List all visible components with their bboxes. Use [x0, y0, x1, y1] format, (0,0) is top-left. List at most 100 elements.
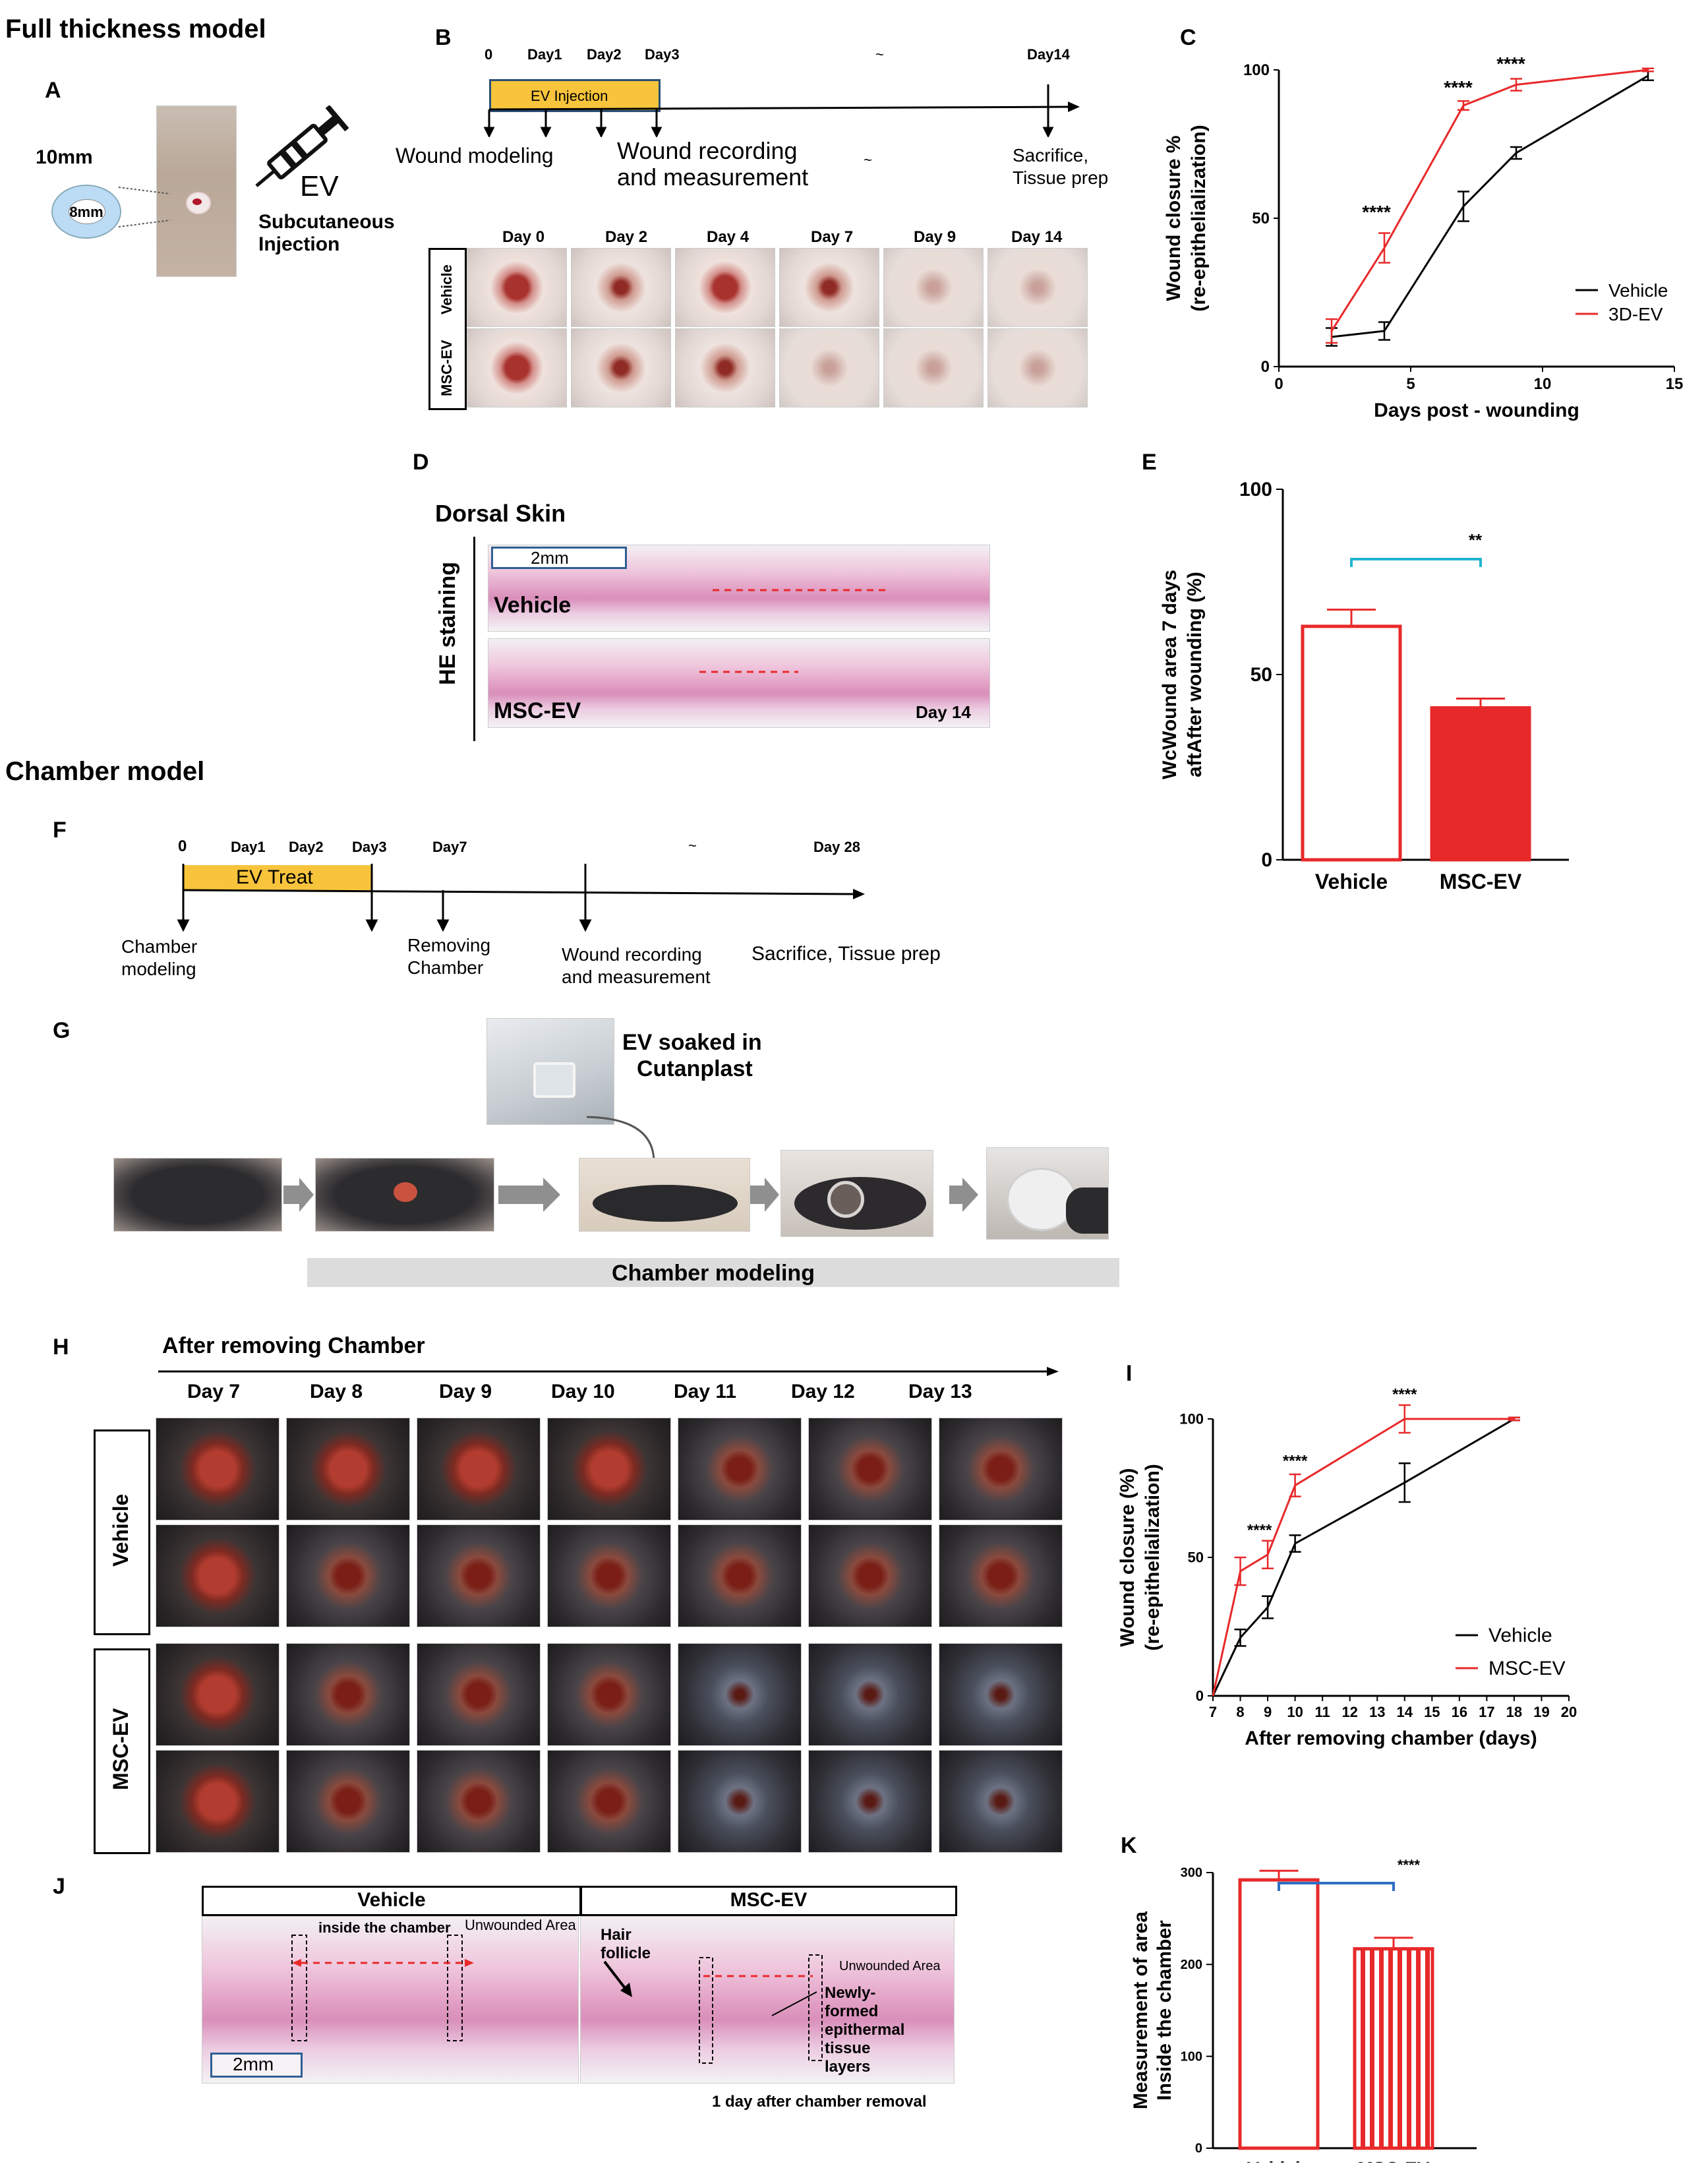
h-header: After removing Chamber — [162, 1333, 425, 1358]
C-x-tick-label: 0 — [1274, 375, 1283, 393]
ev-treat-bar: EV Treat — [183, 865, 372, 890]
syringe-icon — [255, 105, 349, 187]
I-x-tick-label: 20 — [1561, 1704, 1577, 1720]
C-y-tick-label: 100 — [1243, 61, 1270, 79]
I-y-label-2: (re-epithelialization) — [1142, 1464, 1163, 1650]
h-photo — [156, 1643, 280, 1746]
b-day-3: Day3 — [645, 46, 680, 63]
injection-line2: Injection — [258, 233, 340, 255]
I-x-tick-label: 12 — [1341, 1704, 1357, 1720]
d-row-msc: MSC-EV — [494, 698, 581, 723]
f-tilde: ~ — [688, 837, 697, 854]
h-photo — [547, 1524, 671, 1627]
I-x-tick-label: 7 — [1209, 1704, 1217, 1720]
I-x-label: After removing chamber (days) — [1245, 1728, 1537, 1749]
K-category-label: MSC-EV — [1358, 2158, 1430, 2163]
b-photo-msc-7 — [779, 328, 879, 407]
C-legend-label: 3D-EV — [1608, 304, 1663, 324]
K-y-tick-label: 0 — [1195, 2142, 1202, 2156]
h-photo — [286, 1418, 410, 1520]
f-day-7: Day7 — [432, 839, 467, 855]
b-photo-msc-2 — [571, 328, 671, 407]
I-significance: **** — [1283, 1452, 1308, 1470]
panel-label-c: C — [1180, 25, 1196, 50]
E-y-tick-label: 50 — [1251, 664, 1272, 686]
b-photo-day-0: Day 0 — [502, 228, 545, 246]
j-scale: 2mm — [233, 2054, 274, 2074]
h-group-vehicle-box: Vehicle — [94, 1429, 150, 1635]
j-new-4: tissue — [825, 2039, 871, 2057]
I-x-tick-label: 19 — [1533, 1704, 1549, 1720]
C-y-tick-label: 0 — [1261, 358, 1270, 376]
K-y-tick-label: 100 — [1181, 2049, 1202, 2064]
b-tilde: ~ — [875, 46, 884, 63]
b-photo-msc-9 — [883, 328, 984, 407]
section-title-chamber: Chamber model — [5, 757, 205, 786]
d-title: Dorsal Skin — [435, 500, 566, 527]
j-new-1: Newly- — [825, 1984, 876, 2002]
b-photo-vehicle-14 — [987, 248, 1088, 327]
h-day-11: Day 11 — [674, 1381, 737, 1402]
panel-label-a: A — [45, 78, 61, 103]
h-photo — [678, 1524, 802, 1627]
b-step-tilde: ~ — [864, 152, 872, 168]
h-day-12: Day 12 — [791, 1381, 855, 1402]
h-photo — [547, 1750, 671, 1853]
C-significance: **** — [1362, 202, 1391, 222]
h-photo — [547, 1643, 671, 1746]
d-row-vehicle: Vehicle — [494, 593, 572, 618]
section-title-full-thickness: Full thickness model — [5, 15, 266, 44]
j-inside: inside the chamber — [318, 1919, 451, 1936]
E-significance: ** — [1469, 530, 1483, 550]
K-y-tick-label: 200 — [1181, 1958, 1202, 1972]
panel-label-b: B — [435, 25, 452, 50]
f-step-measurement: and measurement — [562, 967, 711, 987]
b-timeline-arrows — [483, 84, 1080, 137]
f-step-chamber2: Chamber — [407, 957, 484, 978]
h-day-10: Day 10 — [551, 1381, 615, 1402]
b-photo-day-4: Day 4 — [707, 228, 750, 246]
I-x-tick-label: 18 — [1506, 1704, 1522, 1720]
E-category-label: MSC-EV — [1440, 870, 1522, 893]
I-x-tick-label: 9 — [1264, 1704, 1272, 1720]
C-x-label: Days post - wounding — [1374, 400, 1579, 421]
b-step-measurement: and measurement — [617, 164, 809, 191]
chart-c: 0 5 10 15 0 50 100 Days post - wounding Wound cl… — [1163, 53, 1683, 421]
b-photo-msc-4 — [675, 328, 775, 407]
b-photo-day-14: Day 14 — [1011, 228, 1063, 246]
g-inset-line2: Cutanplast — [637, 1056, 753, 1081]
panel-label-i: I — [1126, 1361, 1133, 1386]
f-step-sacrifice: Sacrifice, Tissue prep — [751, 943, 941, 965]
C-legend-label: Vehicle — [1608, 280, 1668, 301]
f-step-recording: Wound recording — [562, 944, 702, 965]
panel-label-e: E — [1142, 450, 1157, 475]
K-bar-Vehicle — [1238, 1878, 1320, 2150]
b-photo-vehicle-7 — [779, 248, 879, 327]
C-x-tick-label: 5 — [1406, 375, 1415, 393]
b-photo-day-2: Day 2 — [605, 228, 648, 246]
panel-label-f: F — [53, 818, 67, 843]
panel-label-j: J — [53, 1874, 65, 1899]
b-photo-msc-0 — [467, 328, 567, 407]
dotted-zoom-lines — [118, 187, 171, 227]
j-new-2: formed — [825, 2002, 879, 2020]
h-photo — [939, 1643, 1063, 1746]
injection-line1: Subcutaneous — [258, 211, 395, 233]
h-photo — [286, 1643, 410, 1746]
g-mouse-photo-5 — [986, 1147, 1109, 1240]
h-photo — [547, 1418, 671, 1520]
f-day-1: Day1 — [231, 839, 266, 855]
ev-label: EV — [300, 170, 339, 202]
b-day-14: Day14 — [1027, 46, 1070, 63]
I-x-tick-label: 16 — [1452, 1704, 1467, 1720]
E-bar-MSC-EV — [1430, 706, 1531, 862]
g-mouse-photo-2 — [315, 1158, 494, 1232]
b-row-msc: MSC-EV — [438, 340, 455, 396]
g-mouse-photo-4 — [780, 1150, 933, 1237]
K-bar-MSC-EV — [1353, 1947, 1434, 2150]
h-photo — [678, 1750, 802, 1853]
j-vehicle: Vehicle — [357, 1889, 426, 1911]
K-significance: **** — [1398, 1857, 1421, 1873]
I-x-tick-label: 11 — [1315, 1704, 1330, 1720]
wound-diagram: 8mm — [51, 185, 121, 239]
